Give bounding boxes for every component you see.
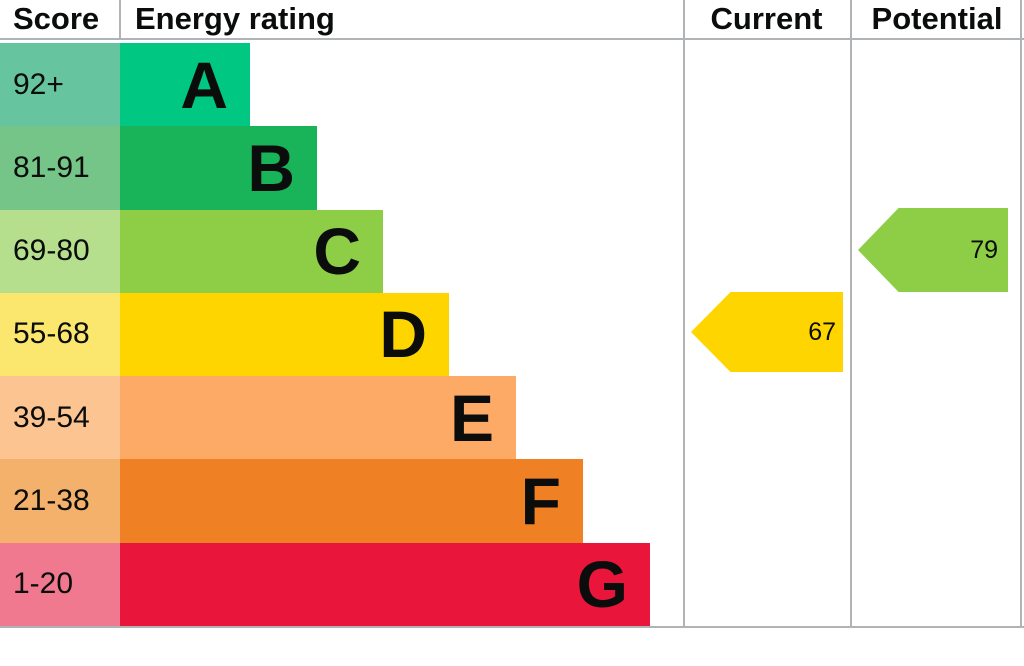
band-rows: 92+ A 81-91 B 69-80 C 55-68 D 39-54 bbox=[0, 43, 1024, 628]
header-score-label: Score bbox=[13, 1, 100, 36]
score-range-label-d: 55-68 bbox=[0, 292, 120, 377]
band-row-c: 69-80 C bbox=[0, 209, 1024, 293]
band-letter-b: B bbox=[247, 130, 295, 205]
band-letter-e: E bbox=[449, 380, 494, 455]
band-bar-b: B bbox=[120, 126, 317, 210]
band-row-e: 39-54 E bbox=[0, 376, 1024, 460]
band-bar-e: E bbox=[120, 376, 516, 460]
band-bar-g: G bbox=[120, 542, 650, 626]
divider-energy-current bbox=[683, 0, 685, 627]
band-letter-d: D bbox=[379, 297, 427, 372]
current-rating-value: 67 bbox=[808, 317, 836, 346]
header-row: Score Energy rating Current Potential bbox=[0, 0, 1024, 40]
band-row-f: 21-38 F bbox=[0, 459, 1024, 543]
band-bar-f: F bbox=[120, 459, 583, 543]
score-range-label-b: 81-91 bbox=[0, 126, 120, 210]
potential-rating-value: 79 bbox=[970, 235, 998, 264]
score-range-label-g: 1-20 bbox=[0, 542, 120, 626]
score-range-label-f: 21-38 bbox=[0, 459, 120, 543]
score-range-label-e: 39-54 bbox=[0, 376, 120, 460]
score-range-label-c: 69-80 bbox=[0, 209, 120, 293]
band-bar-d: D bbox=[120, 292, 449, 377]
band-bar-a: A bbox=[120, 43, 250, 127]
band-row-d: 55-68 D bbox=[0, 292, 1024, 377]
band-letter-a: A bbox=[180, 47, 228, 122]
band-letter-g: G bbox=[576, 547, 628, 622]
score-range-label-a: 92+ bbox=[0, 43, 120, 127]
divider-right-edge bbox=[1020, 0, 1022, 627]
band-letter-c: C bbox=[313, 214, 361, 289]
divider-current-potential bbox=[850, 0, 852, 627]
header-score-divider-line bbox=[119, 0, 121, 38]
band-row-a: 92+ A bbox=[0, 43, 1024, 127]
header-potential-label: Potential bbox=[871, 1, 1003, 36]
band-bar-c: C bbox=[120, 209, 383, 293]
band-letter-f: F bbox=[520, 464, 561, 539]
header-energy-rating-label: Energy rating bbox=[135, 1, 335, 36]
band-row-b: 81-91 B bbox=[0, 126, 1024, 210]
band-row-g: 1-20 G bbox=[0, 542, 1024, 626]
header-current-label: Current bbox=[710, 1, 823, 36]
